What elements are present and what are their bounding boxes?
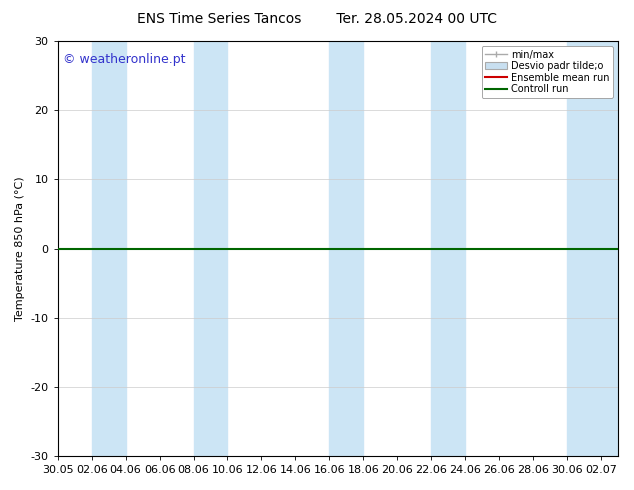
Bar <box>431 41 465 456</box>
Legend: min/max, Desvio padr tilde;o, Ensemble mean run, Controll run: min/max, Desvio padr tilde;o, Ensemble m… <box>482 46 613 98</box>
Bar <box>92 41 126 456</box>
Text: © weatheronline.pt: © weatheronline.pt <box>63 53 186 67</box>
Y-axis label: Temperature 850 hPa (°C): Temperature 850 hPa (°C) <box>15 176 25 321</box>
Bar <box>567 41 618 456</box>
Bar <box>193 41 228 456</box>
Text: ENS Time Series Tancos        Ter. 28.05.2024 00 UTC: ENS Time Series Tancos Ter. 28.05.2024 0… <box>137 12 497 26</box>
Bar <box>329 41 363 456</box>
